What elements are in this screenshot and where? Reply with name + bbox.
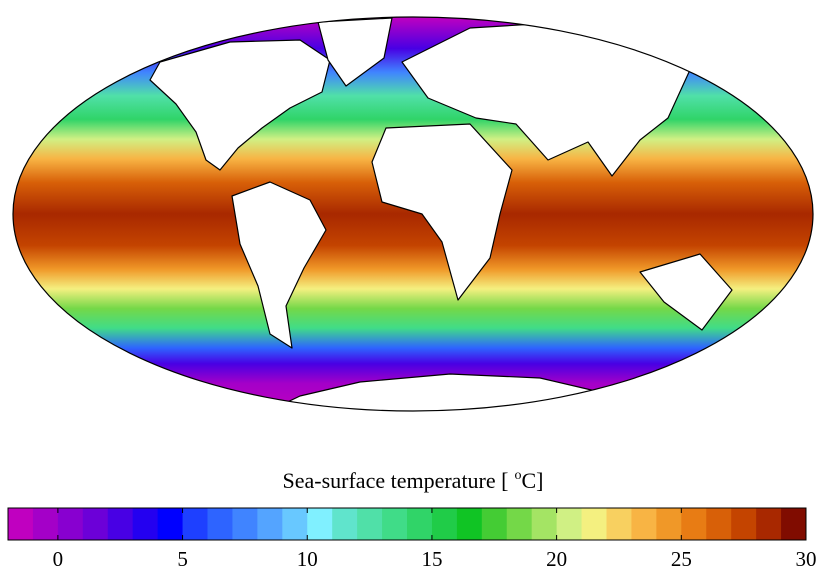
map-outline xyxy=(12,16,814,412)
colorbar-segment xyxy=(157,508,184,540)
colorbar-segment xyxy=(357,508,383,540)
tick-label: 15 xyxy=(421,547,442,571)
colorbar-label: Sea-surface temperature [ oC] xyxy=(283,468,544,493)
colorbar-segment xyxy=(731,508,757,540)
colorbar-segment xyxy=(781,508,807,540)
colorbar-segment xyxy=(756,508,782,540)
tick-label: 20 xyxy=(546,547,567,571)
colorbar-segment xyxy=(456,508,483,540)
tick-label: 10 xyxy=(297,547,318,571)
colorbar-segment xyxy=(232,508,258,540)
tick-label: 30 xyxy=(796,547,817,571)
australia xyxy=(639,253,733,331)
colorbar-segment xyxy=(32,508,59,540)
north-america xyxy=(149,39,331,171)
colorbar-segment xyxy=(606,508,632,540)
colorbar-segment xyxy=(631,508,657,540)
map xyxy=(13,17,813,411)
colorbar-segment xyxy=(531,508,558,540)
africa xyxy=(371,123,513,301)
colorbar-segment xyxy=(382,508,408,540)
colorbar-segment xyxy=(581,508,607,540)
colorbar-segment xyxy=(481,508,508,540)
colorbar-segment xyxy=(82,508,109,540)
colorbar-segment xyxy=(681,508,707,540)
colorbar-segment xyxy=(8,508,34,540)
label-text: Sea-surface temperature [ xyxy=(283,468,509,493)
tick-label: 0 xyxy=(53,547,64,571)
colorbar-segment xyxy=(257,508,283,540)
colorbar-segment xyxy=(307,508,333,540)
south-america xyxy=(231,181,327,349)
colorbar-segment xyxy=(207,508,233,540)
colorbar-segment xyxy=(506,508,533,540)
colorbar-segment xyxy=(556,508,583,540)
colorbar-segment xyxy=(332,508,358,540)
colorbar-segment xyxy=(282,508,308,540)
colorbar-segment xyxy=(431,508,458,540)
label-unit: C] xyxy=(521,468,543,493)
colorbar: 0 5 10 15 20 25 30 xyxy=(7,507,817,571)
tick-label: 25 xyxy=(671,547,692,571)
colorbar-segment xyxy=(182,508,208,540)
colorbar-segment xyxy=(706,508,732,540)
tick-label: 5 xyxy=(177,547,188,571)
colorbar-segment xyxy=(407,508,433,540)
colorbar-segment xyxy=(132,508,159,540)
colorbar-frame xyxy=(7,507,807,541)
greenland xyxy=(317,17,393,87)
label-superscript: o xyxy=(514,468,521,483)
colorbar-segment xyxy=(107,508,134,540)
colorbar-segment xyxy=(57,508,84,540)
colorbar-segment xyxy=(656,508,682,540)
